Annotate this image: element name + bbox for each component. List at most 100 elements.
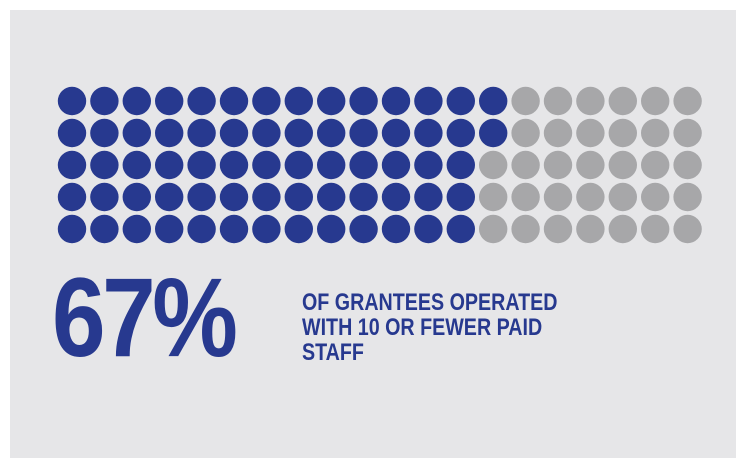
waffle-dot-empty (608, 86, 637, 116)
waffle-dot-filled (414, 150, 443, 180)
waffle-dot-empty (608, 182, 637, 212)
waffle-dot-filled (317, 150, 346, 180)
waffle-dot-empty (543, 150, 573, 180)
waffle-dot-empty (479, 214, 508, 244)
waffle-dot-filled (90, 214, 119, 244)
waffle-dot-filled (252, 86, 281, 116)
waffle-dot-empty (543, 214, 573, 244)
waffle-dot-filled (381, 150, 411, 180)
waffle-dot-empty (576, 214, 605, 244)
waffle-dot-filled (57, 118, 87, 148)
waffle-dot-empty (673, 86, 702, 116)
waffle-dot-filled (349, 182, 378, 212)
waffle-dot-filled (317, 182, 346, 212)
waffle-dot-filled (122, 182, 151, 212)
waffle-dot-filled (219, 118, 249, 148)
waffle-dot-filled (414, 214, 443, 244)
waffle-dot-filled (187, 118, 216, 148)
caption-line-1: OF GRANTEES OPERATED (302, 289, 558, 316)
waffle-dot-filled (252, 214, 281, 244)
waffle-dot-empty (641, 182, 670, 212)
waffle-dot-empty (543, 182, 573, 212)
waffle-dot-filled (57, 86, 87, 116)
waffle-dot-filled (479, 86, 508, 116)
waffle-dot-filled (479, 118, 508, 148)
waffle-dot-filled (219, 182, 249, 212)
waffle-dot-empty (576, 150, 605, 180)
waffle-dot-filled (252, 118, 281, 148)
waffle-dot-filled (381, 182, 411, 212)
waffle-dot-filled (252, 150, 281, 180)
waffle-dot-filled (187, 182, 216, 212)
waffle-dot-filled (155, 182, 184, 212)
waffle-dot-filled (446, 118, 475, 148)
waffle-dot-filled (414, 118, 443, 148)
waffle-dot-filled (187, 86, 216, 116)
waffle-dot-filled (219, 86, 249, 116)
waffle-dot-empty (511, 86, 540, 116)
waffle-dot-empty (479, 150, 508, 180)
waffle-dot-filled (90, 150, 119, 180)
waffle-dot-filled (90, 118, 119, 148)
waffle-dot-empty (576, 118, 605, 148)
waffle-dot-empty (673, 182, 702, 212)
waffle-dot-empty (641, 86, 670, 116)
waffle-dot-filled (284, 118, 313, 148)
caption-line-2: WITH 10 OR FEWER PAID (302, 314, 543, 341)
waffle-dot-empty (608, 150, 637, 180)
caption: OF GRANTEES OPERATED WITH 10 OR FEWER PA… (302, 290, 630, 365)
waffle-dot-filled (252, 182, 281, 212)
waffle-dot-empty (576, 86, 605, 116)
waffle-dot-filled (90, 86, 119, 116)
waffle-dot-filled (155, 86, 184, 116)
waffle-dot-filled (349, 150, 378, 180)
waffle-dot-filled (381, 86, 411, 116)
waffle-dot-filled (446, 86, 475, 116)
waffle-dot-empty (576, 182, 605, 212)
waffle-dot-filled (317, 118, 346, 148)
waffle-dot-filled (57, 214, 87, 244)
waffle-dot-filled (446, 214, 475, 244)
waffle-dot-empty (608, 118, 637, 148)
waffle-dot-filled (317, 86, 346, 116)
waffle-dot-filled (349, 86, 378, 116)
waffle-dot-empty (543, 86, 573, 116)
waffle-dot-empty (511, 182, 540, 212)
waffle-dot-filled (187, 214, 216, 244)
waffle-dot-filled (57, 182, 87, 212)
waffle-dot-empty (673, 150, 702, 180)
waffle-dot-empty (673, 118, 702, 148)
percent-stat: 67% (52, 255, 238, 380)
waffle-dot-filled (414, 182, 443, 212)
waffle-dot-empty (641, 214, 670, 244)
waffle-dot-empty (479, 182, 508, 212)
waffle-dot-filled (381, 214, 411, 244)
waffle-dot-filled (219, 214, 249, 244)
waffle-dot-filled (446, 150, 475, 180)
waffle-dot-filled (219, 150, 249, 180)
waffle-dot-filled (122, 118, 151, 148)
waffle-dot-filled (187, 150, 216, 180)
waffle-dot-filled (284, 214, 313, 244)
waffle-dot-empty (608, 214, 637, 244)
waffle-dot-filled (57, 150, 87, 180)
waffle-dot-empty (511, 150, 540, 180)
waffle-dot-filled (155, 118, 184, 148)
waffle-dot-empty (641, 150, 670, 180)
waffle-dot-filled (155, 150, 184, 180)
waffle-dot-filled (349, 214, 378, 244)
waffle-dot-filled (317, 214, 346, 244)
waffle-dot-filled (446, 182, 475, 212)
waffle-dot-empty (511, 118, 540, 148)
waffle-dot-filled (349, 118, 378, 148)
waffle-dot-filled (122, 86, 151, 116)
waffle-dot-empty (641, 118, 670, 148)
waffle-dot-filled (155, 214, 184, 244)
waffle-dot-filled (284, 86, 313, 116)
waffle-dot-empty (673, 214, 702, 244)
waffle-dot-empty (511, 214, 540, 244)
waffle-dot-filled (284, 182, 313, 212)
waffle-dot-filled (381, 118, 411, 148)
waffle-dot-filled (122, 214, 151, 244)
